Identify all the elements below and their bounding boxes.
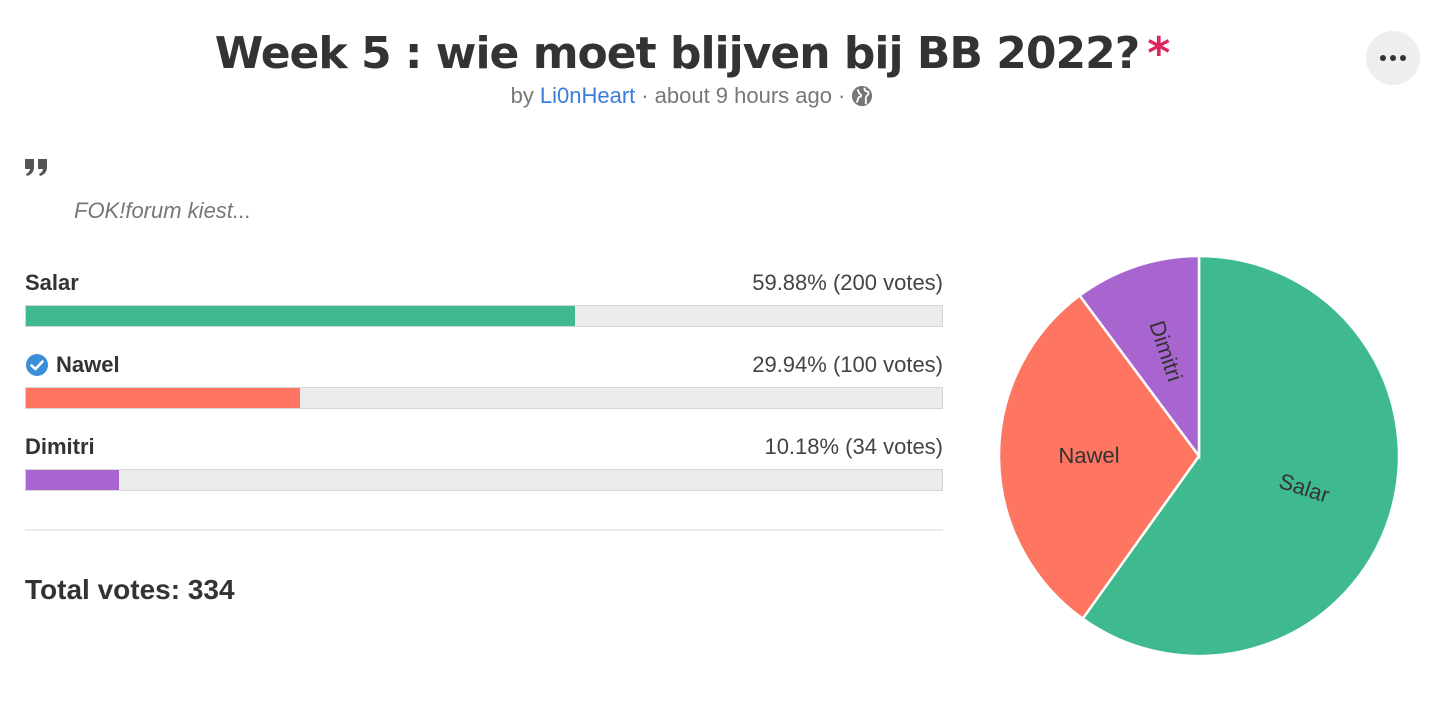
by-label: by [510, 83, 534, 108]
dot [1400, 55, 1406, 61]
option-stats: 10.18% (34 votes) [764, 434, 943, 459]
option-bar [25, 469, 943, 491]
author-link[interactable]: Li0nHeart [539, 83, 636, 108]
option-name: Dimitri [25, 434, 95, 460]
meta-separator: · [838, 83, 846, 108]
option-name: Nawel [25, 352, 120, 378]
dot [1380, 55, 1386, 61]
poll-description: FOK!forum kiest... [74, 198, 252, 223]
poll-header: Week 5 : wie moet blijven bij BB 2022? * … [0, 28, 1384, 109]
quote-icon [25, 159, 47, 176]
option-label: Dimitri [25, 434, 95, 459]
option-stats: 29.94% (100 votes) [752, 352, 943, 377]
poll-meta: by Li0nHeart · about 9 hours ago · [0, 83, 1384, 109]
dot [1390, 55, 1396, 61]
time-ago: about 9 hours ago [654, 83, 832, 108]
required-marker: * [1147, 28, 1170, 79]
check-circle-icon [26, 354, 48, 376]
pie-label-nawel: Nawel [1058, 443, 1119, 469]
globe-icon [852, 85, 873, 107]
pie-slice-salar [1080, 254, 1401, 658]
poll-options: Salar 59.88% (200 votes) Nawel 29.94% (1… [25, 266, 943, 512]
poll-menu-button[interactable] [1366, 31, 1420, 85]
poll-title: Week 5 : wie moet blijven bij BB 2022? * [0, 28, 1384, 79]
option-bar-fill [26, 388, 301, 408]
option-stats: 59.88% (200 votes) [752, 270, 943, 295]
poll-option-salar[interactable]: Salar 59.88% (200 votes) [25, 266, 943, 348]
option-name: Salar [25, 270, 79, 296]
option-bar [25, 305, 943, 327]
total-votes: Total votes: 334 [25, 574, 235, 605]
poll-option-nawel[interactable]: Nawel 29.94% (100 votes) [25, 348, 943, 430]
meta-separator: · [641, 83, 649, 108]
poll-option-dimitri[interactable]: Dimitri 10.18% (34 votes) [25, 430, 943, 512]
option-bar [25, 387, 943, 409]
option-label: Salar [25, 270, 79, 295]
pie-slice-nawel [997, 293, 1201, 621]
poll-title-text: Week 5 : wie moet blijven bij BB 2022? [214, 28, 1140, 79]
divider [25, 529, 943, 531]
pie-slice-dimitri [1077, 254, 1201, 460]
option-bar-fill [26, 470, 120, 490]
option-bar-fill [26, 306, 575, 326]
option-label: Nawel [56, 352, 120, 377]
